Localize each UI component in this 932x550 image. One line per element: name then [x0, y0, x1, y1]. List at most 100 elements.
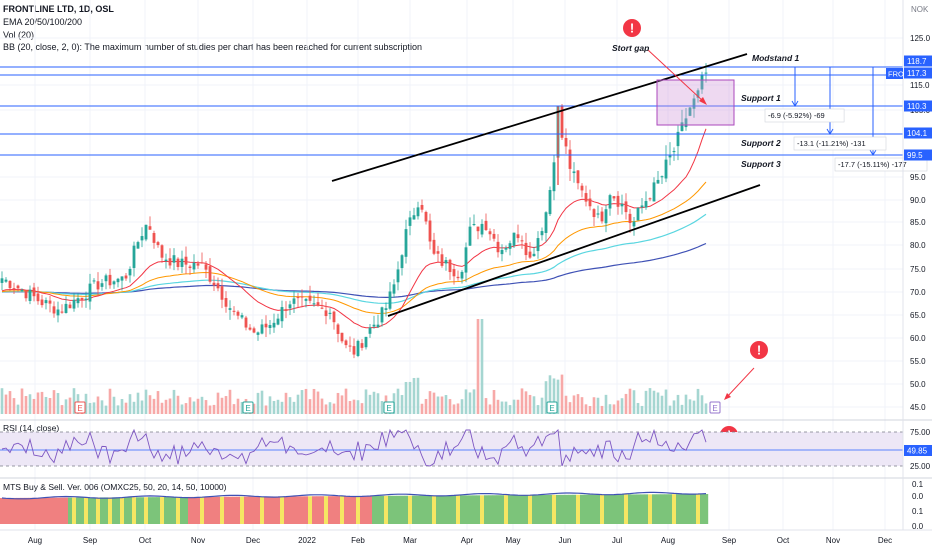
mts-bar — [432, 496, 436, 524]
earnings-marker-label: E — [712, 404, 717, 413]
volume-bar — [25, 396, 28, 414]
candle-body — [457, 277, 460, 278]
volume-bar — [529, 395, 532, 414]
candle-body — [429, 221, 432, 242]
candle-body — [181, 259, 184, 267]
mts-bar — [40, 498, 44, 524]
volume-bar — [269, 396, 272, 414]
volume-bar — [93, 402, 96, 414]
candle-body — [229, 308, 232, 310]
mts-bar — [580, 495, 584, 524]
mts-bar — [128, 497, 132, 524]
volume-bar — [449, 399, 452, 414]
mts-bar — [188, 497, 192, 524]
mts-bar — [132, 497, 136, 524]
volume-bar — [365, 389, 368, 414]
volume-bar — [193, 401, 196, 414]
volume-bar — [585, 404, 588, 414]
candle-body — [593, 209, 596, 217]
volume-bar — [577, 394, 580, 414]
candle-body — [365, 337, 368, 347]
candle-body — [705, 73, 708, 74]
mts-bar — [64, 498, 68, 524]
time-tick-label: Dec — [878, 536, 892, 545]
candle-body — [605, 209, 608, 223]
candle-body — [281, 307, 284, 321]
mts-bar — [492, 495, 496, 524]
time-tick-label: Jul — [612, 536, 622, 545]
candle-body — [537, 238, 540, 251]
volume-bar — [337, 393, 340, 414]
mts-bar — [420, 496, 424, 524]
candle-body — [353, 346, 356, 354]
volume-bar — [573, 395, 576, 414]
volume-bar — [301, 390, 304, 414]
volume-bar — [629, 389, 632, 414]
time-tick-label: Oct — [777, 536, 790, 545]
candle-body — [629, 214, 632, 223]
volume-bar — [221, 398, 224, 414]
ema-100-line — [2, 214, 706, 303]
volume-bar — [361, 403, 364, 414]
mts-bar — [140, 497, 144, 524]
earnings-marker-label: E — [549, 404, 554, 413]
volume-bar — [517, 400, 520, 414]
candle-body — [265, 324, 268, 328]
volume-bar — [325, 404, 328, 414]
candle-body — [437, 251, 440, 254]
mts-bar — [564, 495, 568, 524]
candle-body — [101, 283, 104, 287]
candle-body — [361, 343, 364, 348]
mts-bar — [588, 495, 592, 524]
support-1-label: Support 1 — [741, 93, 781, 103]
mts-bar — [244, 497, 248, 524]
mts-bar — [412, 496, 416, 524]
candle-body — [485, 221, 488, 230]
mts-bar — [260, 497, 264, 524]
candle-body — [97, 281, 100, 289]
volume-bar — [197, 399, 200, 414]
mts-bar — [336, 496, 340, 524]
time-tick-label: Aug — [28, 536, 42, 545]
mts-bar — [380, 496, 384, 524]
trend-drawings: -6.9 (-5.92%) -69 -13.1 (-11.21%) -131 -17… — [0, 19, 927, 444]
price-label-text: 99.5 — [907, 151, 923, 160]
mts-bar — [416, 496, 420, 524]
mts-bar — [352, 496, 356, 524]
candle-body — [105, 275, 108, 281]
mts-bar — [392, 496, 396, 524]
volume-bar — [425, 399, 428, 414]
mts-bar — [176, 497, 180, 524]
volume-bar — [369, 395, 372, 414]
candle-body — [521, 240, 524, 241]
candle-body — [117, 279, 120, 282]
candle-body — [445, 260, 448, 263]
candle-body — [669, 156, 672, 158]
rsi-pane: RSI (14, close) — [0, 420, 932, 466]
candle-body — [673, 151, 676, 152]
volume-bar — [525, 391, 528, 414]
volume-bar — [665, 390, 668, 414]
volume-bar — [481, 319, 484, 414]
volume-bar — [609, 404, 612, 414]
volume-bar — [33, 399, 36, 414]
volume-bar — [49, 398, 52, 414]
mts-bar — [332, 496, 336, 524]
volume-bar — [685, 395, 688, 414]
candle-body — [573, 171, 576, 173]
mts-bar — [544, 495, 548, 524]
candle-body — [133, 246, 136, 268]
volume-bar — [533, 396, 536, 414]
volume-bar — [633, 390, 636, 414]
candle-body — [617, 196, 620, 207]
volume-bar — [201, 397, 204, 414]
mts-bar — [448, 495, 452, 524]
measure-label-2: -13.1 (-11.21%) -131 — [797, 139, 866, 148]
volume-bar — [29, 394, 32, 414]
volume-bar — [381, 401, 384, 414]
volume-bar — [181, 404, 184, 414]
candle-body — [637, 208, 640, 221]
volume-bar — [41, 392, 44, 414]
volume-bar — [357, 400, 360, 414]
